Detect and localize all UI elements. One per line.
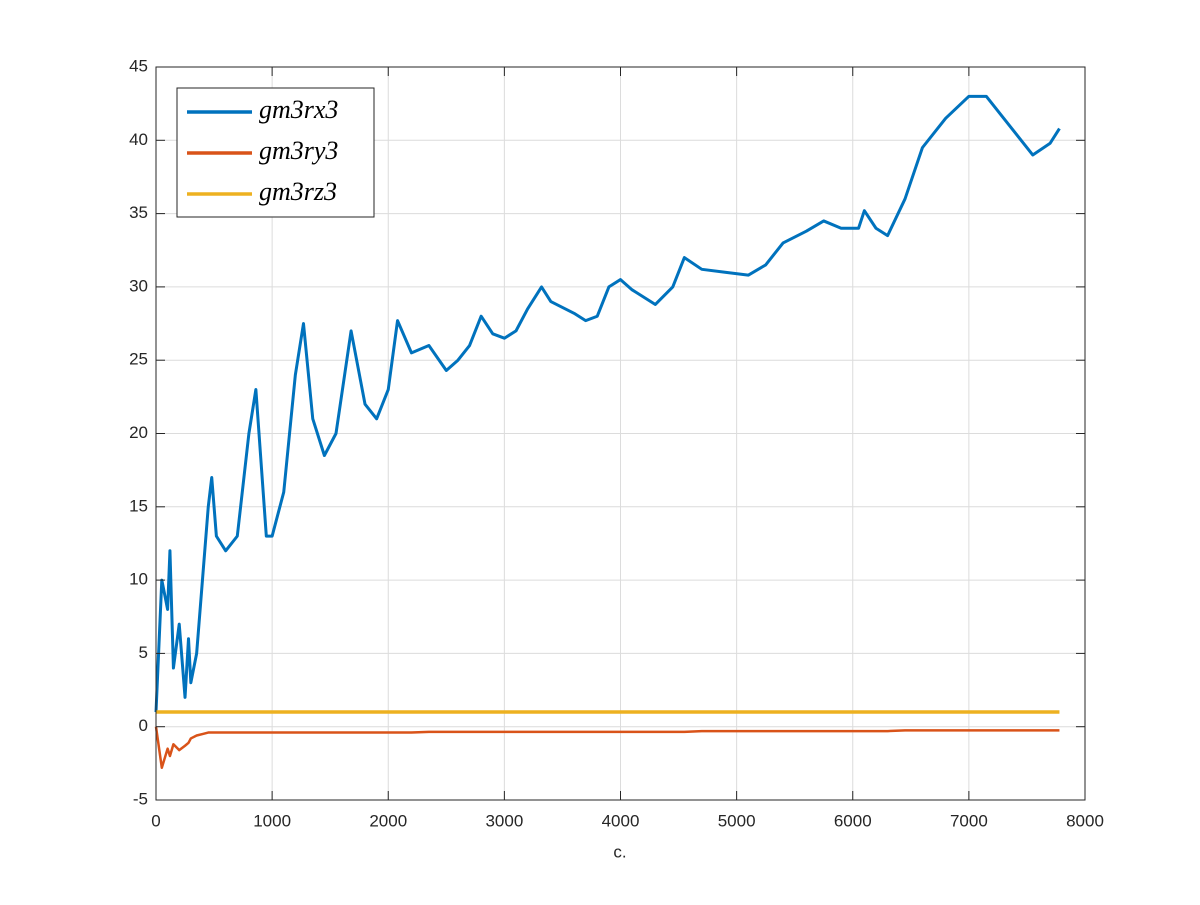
legend-label: gm3rz3: [259, 177, 337, 206]
series-line: [154, 94, 1061, 713]
y-tick-label: 20: [129, 423, 148, 442]
x-tick-label: 3000: [485, 811, 523, 830]
y-tick-label: 0: [139, 716, 148, 735]
legend-label: gm3rx3: [259, 95, 338, 124]
x-tick-label: 8000: [1066, 811, 1104, 830]
x-tick-label: 0: [151, 811, 160, 830]
x-axis-label: c.: [613, 842, 626, 861]
y-tick-label: 35: [129, 203, 148, 222]
plot-lines: [154, 94, 1061, 769]
x-tick-label: 1000: [253, 811, 291, 830]
y-tick-label: -5: [133, 789, 148, 808]
x-tick-label: 7000: [950, 811, 988, 830]
y-tick-label: 15: [129, 496, 148, 515]
y-tick-label: 10: [129, 570, 148, 589]
x-tick-label: 6000: [834, 811, 872, 830]
legend-label: gm3ry3: [259, 136, 338, 165]
series-line: [154, 726, 1060, 769]
ticks: 0 1000 2000 3000 4000 5000 6000 7000 8000-505101…: [129, 56, 1104, 830]
y-tick-label: 5: [139, 643, 148, 662]
y-tick-label: 45: [129, 56, 148, 75]
legend: gm3rx3 gm3ry3 gm3rz3: [176, 87, 375, 218]
y-tick-label: 25: [129, 350, 148, 369]
y-tick-label: 30: [129, 276, 148, 295]
x-tick-label: 2000: [369, 811, 407, 830]
y-tick-label: 40: [129, 130, 148, 149]
x-tick-label: 4000: [602, 811, 640, 830]
x-tick-label: 5000: [718, 811, 756, 830]
